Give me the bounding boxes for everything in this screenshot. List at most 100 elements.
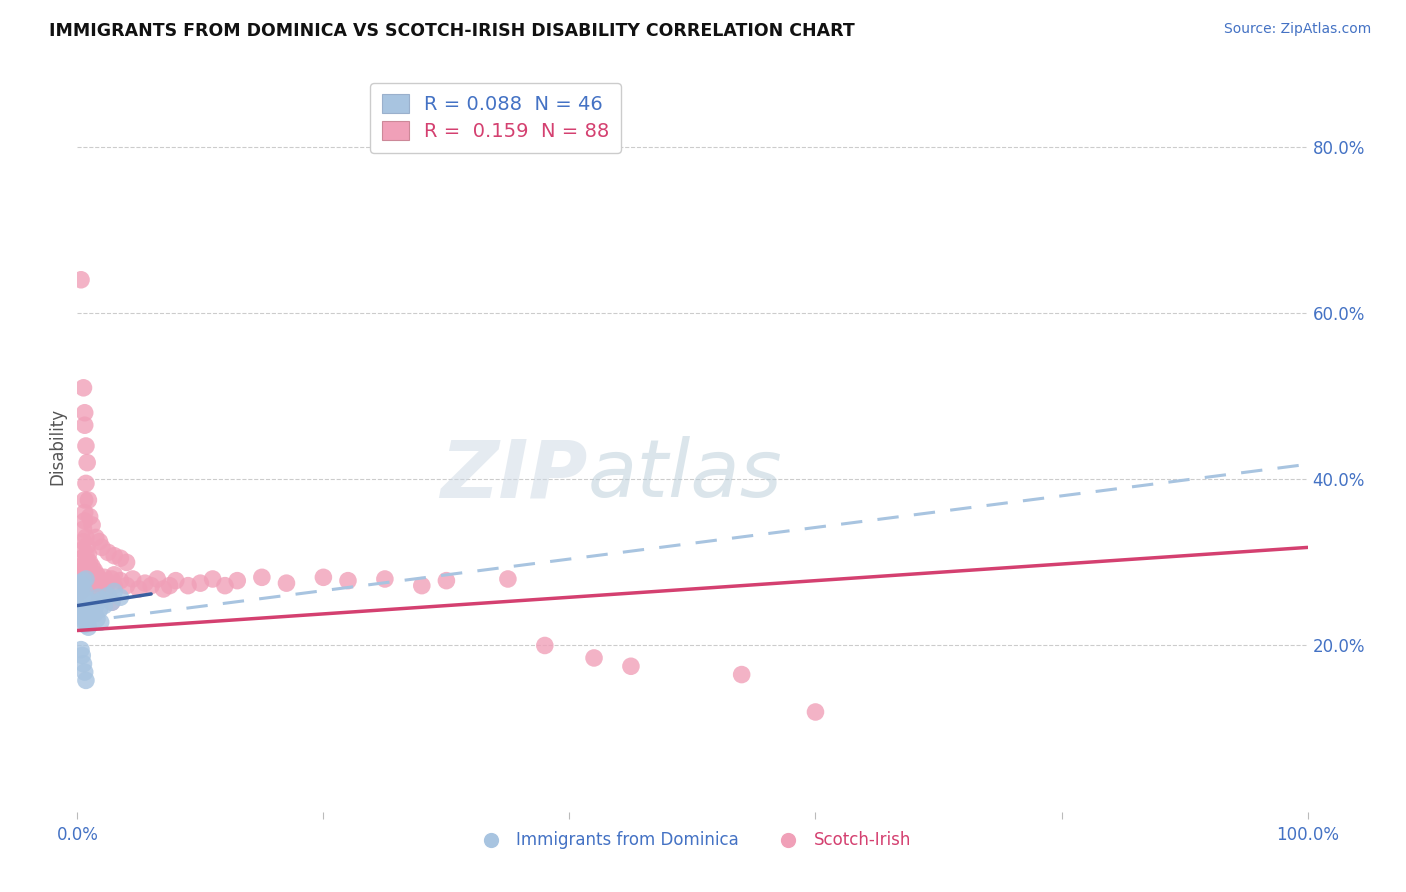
Point <box>804 705 827 719</box>
Point <box>250 570 273 584</box>
Point <box>82 605 104 619</box>
Point <box>90 541 114 555</box>
Point <box>73 617 96 632</box>
Y-axis label: Disability: Disability <box>48 408 66 484</box>
Point <box>188 576 212 591</box>
Point <box>103 549 125 563</box>
Point <box>73 418 96 433</box>
Point <box>69 559 91 574</box>
Text: Source: ZipAtlas.com: Source: ZipAtlas.com <box>1223 22 1371 37</box>
Point <box>82 595 104 609</box>
Point <box>496 572 519 586</box>
Point <box>276 576 298 591</box>
Point <box>70 587 93 601</box>
Point <box>75 559 97 574</box>
Point <box>583 651 606 665</box>
Point <box>83 607 105 621</box>
Point <box>226 574 249 588</box>
Point <box>73 493 96 508</box>
Point <box>69 592 91 607</box>
Point <box>72 381 94 395</box>
Point <box>87 591 110 605</box>
Point <box>72 564 94 578</box>
Point <box>103 579 125 593</box>
Point <box>97 576 120 591</box>
Point <box>93 570 115 584</box>
Point <box>103 567 125 582</box>
Point <box>67 592 90 607</box>
Point <box>374 572 396 586</box>
Text: ZIP: ZIP <box>440 436 588 515</box>
Point <box>82 559 104 574</box>
Point <box>89 591 111 605</box>
Point <box>97 545 120 559</box>
Point <box>141 579 163 593</box>
Point <box>80 572 103 586</box>
Point <box>70 273 93 287</box>
Point <box>79 576 101 591</box>
Point <box>76 599 98 613</box>
Point <box>70 648 93 663</box>
Point <box>731 667 754 681</box>
Point <box>72 614 94 628</box>
Point <box>79 567 101 582</box>
Text: atlas: atlas <box>588 436 783 515</box>
Point <box>75 439 97 453</box>
Point <box>70 597 93 611</box>
Point <box>79 555 101 569</box>
Point <box>75 609 97 624</box>
Point <box>75 476 97 491</box>
Point <box>77 493 100 508</box>
Point <box>73 514 96 528</box>
Point <box>337 574 360 588</box>
Point <box>534 639 557 653</box>
Point <box>101 595 124 609</box>
Point <box>159 579 181 593</box>
Point <box>134 576 156 591</box>
Point <box>82 580 104 594</box>
Point <box>70 576 93 591</box>
Point <box>121 572 143 586</box>
Point <box>70 551 93 566</box>
Point <box>70 601 93 615</box>
Point <box>73 506 96 520</box>
Point <box>214 579 236 593</box>
Point <box>101 572 124 586</box>
Legend: Immigrants from Dominica, Scotch-Irish: Immigrants from Dominica, Scotch-Irish <box>467 825 918 856</box>
Point <box>90 592 114 607</box>
Point <box>77 559 100 574</box>
Point <box>82 576 104 591</box>
Point <box>77 620 100 634</box>
Point <box>110 551 132 566</box>
Point <box>79 609 101 624</box>
Point <box>77 547 100 561</box>
Point <box>89 534 111 549</box>
Point <box>72 522 94 536</box>
Point <box>75 572 97 586</box>
Point <box>73 406 96 420</box>
Text: IMMIGRANTS FROM DOMINICA VS SCOTCH-IRISH DISABILITY CORRELATION CHART: IMMIGRANTS FROM DOMINICA VS SCOTCH-IRISH… <box>49 22 855 40</box>
Point <box>77 603 100 617</box>
Point <box>76 539 98 553</box>
Point <box>73 665 96 679</box>
Point <box>73 601 96 615</box>
Point <box>75 547 97 561</box>
Point <box>79 509 101 524</box>
Point <box>70 642 93 657</box>
Point <box>70 609 93 624</box>
Point <box>620 659 643 673</box>
Point <box>110 591 132 605</box>
Point <box>201 572 224 586</box>
Point <box>80 564 103 578</box>
Point <box>411 579 433 593</box>
Point <box>83 564 105 578</box>
Point <box>82 567 104 582</box>
Point <box>76 615 98 630</box>
Point <box>84 530 107 544</box>
Point <box>73 584 96 599</box>
Point <box>436 574 458 588</box>
Point <box>69 567 91 582</box>
Point <box>89 572 111 586</box>
Point <box>97 589 120 603</box>
Point <box>72 534 94 549</box>
